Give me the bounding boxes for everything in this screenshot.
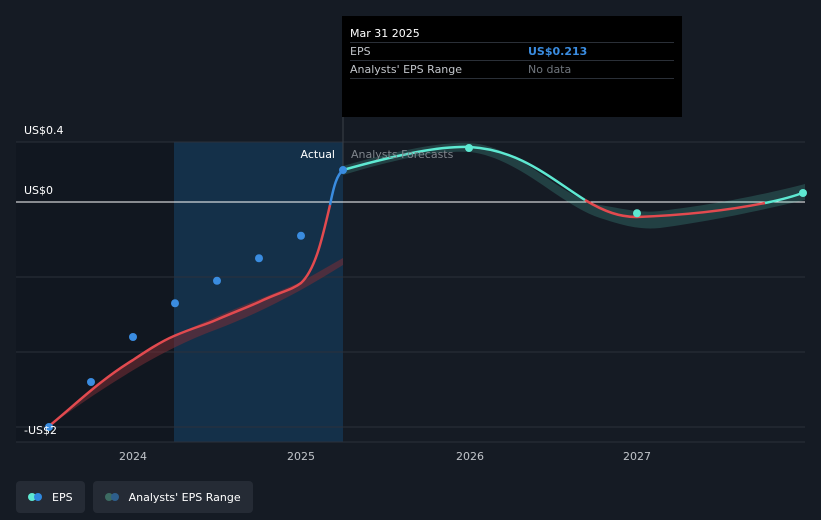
x-tick-2027: 2027	[623, 450, 651, 463]
forecast-eps-line-negative	[584, 198, 766, 219]
eps-actual-point	[45, 423, 53, 431]
highlight-band	[174, 142, 343, 442]
eps-forecast-point	[633, 209, 641, 218]
legend: EPS Analysts' EPS Range	[16, 481, 253, 513]
eps-actual-point	[87, 378, 95, 386]
x-tick-2026: 2026	[456, 450, 484, 463]
actual-eps-line	[47, 204, 332, 428]
eps-actual-point	[171, 299, 179, 308]
tooltip-date: Mar 31 2025	[350, 27, 420, 40]
forecast-label: Analysts Forecasts	[351, 148, 454, 161]
tooltip-eps-label: EPS	[350, 45, 371, 58]
actual-label: Actual	[301, 148, 335, 161]
tooltip-range-value: No data	[528, 63, 572, 76]
eps-markers	[45, 144, 807, 431]
legend-eps-label: EPS	[52, 490, 73, 504]
hover-tooltip: Mar 31 2025 EPS US$0.213 Analysts' EPS R…	[342, 16, 682, 117]
tooltip-range-row: Analysts' EPS Range No data	[350, 60, 674, 79]
eps-actual-point	[129, 333, 137, 341]
eps-actual-point	[339, 166, 347, 175]
tooltip-eps-row: EPS US$0.213	[350, 42, 674, 60]
eps-actual-point	[213, 276, 221, 285]
legend-range-swatch	[104, 493, 121, 501]
y-label-top: US$0.4	[24, 124, 64, 137]
y-label-zero: US$0	[24, 184, 53, 197]
eps-actual-point	[297, 231, 305, 240]
x-tick-2024: 2024	[119, 450, 147, 463]
tooltip-range-label: Analysts' EPS Range	[350, 63, 463, 76]
tooltip-eps-value: US$0.213	[528, 45, 588, 58]
legend-range-label: Analysts' EPS Range	[128, 490, 241, 504]
eps-forecast-point	[465, 144, 473, 152]
actual-range-band	[48, 258, 343, 427]
legend-item-eps[interactable]: EPS	[16, 481, 85, 513]
y-label-bottom: -US$2	[24, 424, 57, 437]
eps-forecast-end-point	[799, 189, 807, 197]
legend-eps-swatch	[28, 493, 44, 501]
x-tick-2025: 2025	[287, 450, 315, 463]
eps-actual-point	[255, 254, 263, 263]
legend-item-eps-range[interactable]: Analysts' EPS Range	[92, 481, 253, 513]
